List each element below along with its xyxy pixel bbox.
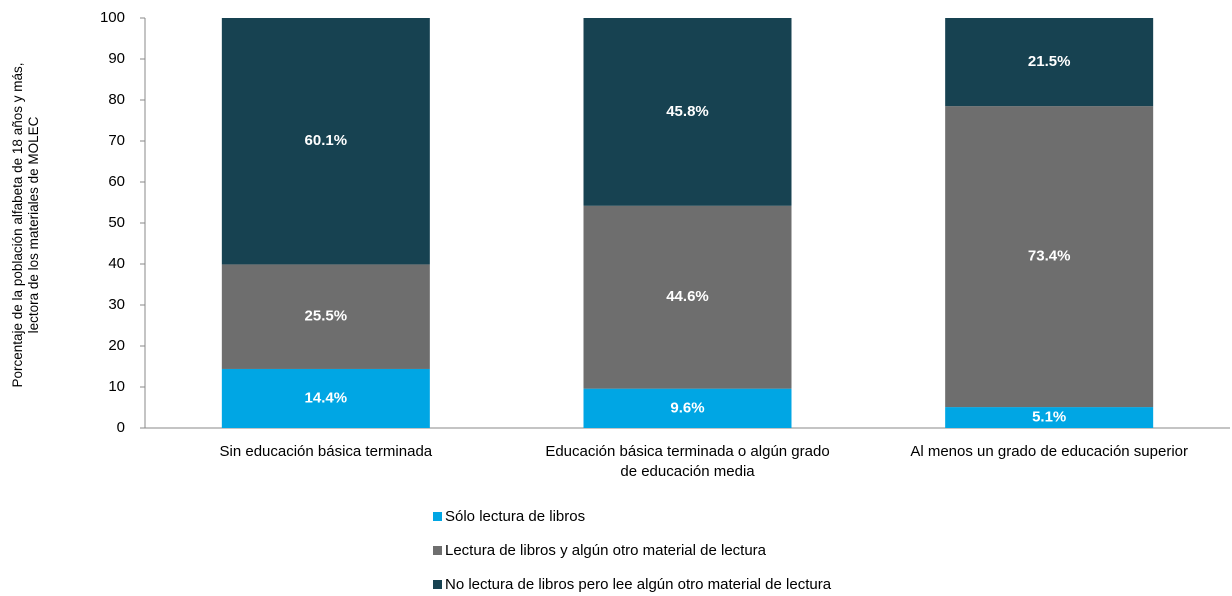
- legend-item: No lectura de libros pero lee algún otro…: [433, 576, 831, 593]
- legend-item: Sólo lectura de libros: [433, 508, 585, 525]
- bar-segment: [583, 388, 792, 428]
- legend-swatch: [433, 580, 442, 589]
- legend-label: Sólo lectura de libros: [445, 508, 586, 525]
- y-tick-label: 40: [108, 255, 125, 272]
- x-tick-label: Sin educación básica terminada: [219, 443, 433, 460]
- y-tick-label: 70: [108, 132, 125, 149]
- bar-segment: [583, 18, 792, 206]
- y-tick-label: 60: [108, 173, 125, 190]
- y-tick-label: 80: [108, 91, 125, 108]
- value-label: 21.5%: [1028, 53, 1071, 70]
- y-tick-label: 0: [117, 419, 125, 436]
- bar-segment: [945, 18, 1154, 107]
- bar-segment: [221, 368, 430, 428]
- value-label: 14.4%: [305, 389, 348, 406]
- y-tick-label: 10: [108, 378, 125, 395]
- y-tick-label: 50: [108, 214, 125, 231]
- value-label: 73.4%: [1028, 248, 1071, 265]
- x-tick-label: Al menos un grado de educación superior: [910, 443, 1188, 460]
- y-axis-label: Porcentaje de la población alfabeta de 1…: [10, 62, 41, 388]
- value-label: 5.1%: [1032, 409, 1066, 426]
- value-label: 44.6%: [666, 288, 709, 305]
- legend-item: Lectura de libros y algún otro material …: [433, 542, 766, 559]
- value-label: 9.6%: [670, 399, 704, 416]
- bar-segment: [221, 18, 430, 265]
- legend-swatch: [433, 512, 442, 521]
- legend-label: Lectura de libros y algún otro material …: [445, 542, 767, 559]
- legend-swatch: [433, 546, 442, 555]
- bar-segment: [221, 264, 430, 369]
- bar-segment: [583, 205, 792, 389]
- legend-label: No lectura de libros pero lee algún otro…: [445, 576, 832, 593]
- y-tick-label: 100: [100, 9, 125, 26]
- y-tick-label: 90: [108, 50, 125, 67]
- x-tick-label: Educación básica terminada o algún grado…: [545, 443, 830, 480]
- y-tick-label: 20: [108, 337, 125, 354]
- value-label: 60.1%: [305, 132, 348, 149]
- y-tick-label: 30: [108, 296, 125, 313]
- value-label: 45.8%: [666, 103, 709, 120]
- bar-segment: [945, 106, 1154, 408]
- value-label: 25.5%: [305, 308, 348, 325]
- bar-segment: [945, 407, 1154, 428]
